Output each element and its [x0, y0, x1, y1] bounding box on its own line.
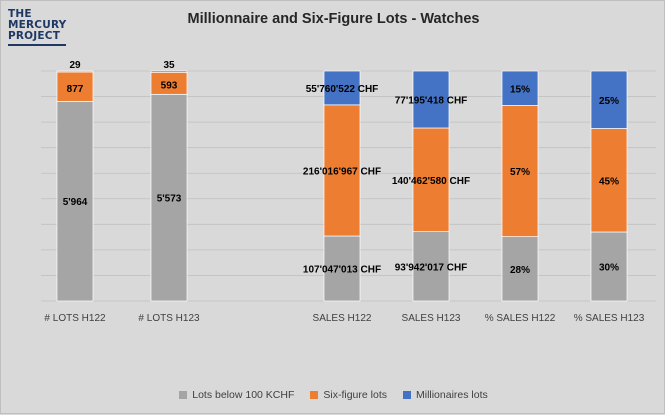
bar-segment — [501, 70, 539, 106]
legend-label-below: Lots below 100 KCHF — [192, 389, 295, 401]
data-label: 877 — [67, 84, 84, 95]
bar-segment — [323, 104, 361, 237]
bar-segment — [590, 70, 628, 129]
x-tick-label: SALES H123 — [402, 313, 461, 324]
data-label: 77'195'418 CHF — [395, 95, 468, 106]
data-label: 55'760'522 CHF — [306, 84, 379, 95]
data-label: 93'942'017 CHF — [395, 262, 468, 273]
bar-segment — [590, 231, 628, 302]
legend-swatch-below — [179, 391, 188, 399]
legend-item-millionaires: Millionaires lots — [402, 389, 488, 401]
x-tick-label: % SALES H122 — [485, 313, 556, 324]
bar-segment — [501, 105, 539, 237]
bar-segment — [150, 70, 188, 73]
data-label: 107'047'013 CHF — [303, 265, 381, 276]
bar-segment — [323, 70, 361, 106]
logo-underline — [8, 44, 66, 46]
x-tick-label: SALES H122 — [313, 313, 372, 324]
chart-title: Millionnaire and Six-Figure Lots - Watch… — [187, 11, 480, 27]
bar-segment — [150, 93, 188, 302]
mercury-project-logo: THE MERCURY PROJECT — [8, 9, 68, 46]
data-label: 29 — [69, 60, 81, 71]
data-label: 216'016'967 CHF — [303, 166, 381, 177]
data-label: 140'462'580 CHF — [392, 176, 470, 187]
data-label: 5'573 — [157, 194, 182, 205]
logo-line-1: THE — [8, 8, 32, 20]
legend-item-six-figure: Six-figure lots — [310, 389, 387, 401]
x-tick-label: # LOTS H122 — [44, 313, 106, 324]
data-label: 45% — [599, 176, 619, 187]
legend-label-millionaires: Millionaires lots — [415, 389, 488, 401]
legend-label-six-figure: Six-figure lots — [323, 389, 387, 401]
data-label: 15% — [510, 84, 530, 95]
data-label: 35 — [163, 60, 175, 71]
x-tick-label: % SALES H123 — [574, 313, 645, 324]
data-label: 28% — [510, 265, 530, 276]
data-label: 5'964 — [63, 197, 88, 208]
x-tick-label: # LOTS H123 — [138, 313, 200, 324]
legend-swatch-six-figure — [310, 391, 319, 399]
data-label: 593 — [161, 80, 178, 91]
chart-legend: Lots below 100 KCHF Six-figure lots Mill… — [1, 389, 665, 401]
data-label: 30% — [599, 263, 619, 274]
bar-segment — [590, 128, 628, 233]
bar-segment — [323, 235, 361, 302]
logo-line-2: MERCURY — [8, 19, 67, 31]
bar-segment — [412, 127, 450, 233]
logo-line-3: PROJECT — [8, 30, 61, 42]
bar-segment — [412, 70, 450, 129]
data-label: 25% — [599, 96, 619, 107]
legend-item-below: Lots below 100 KCHF — [179, 389, 294, 401]
bar-segment — [501, 236, 539, 302]
data-label: 57% — [510, 167, 530, 178]
bar-segment — [56, 70, 94, 73]
bar-segment — [56, 100, 94, 302]
bar-segment — [56, 71, 94, 102]
legend-swatch-millionaires — [402, 391, 411, 399]
